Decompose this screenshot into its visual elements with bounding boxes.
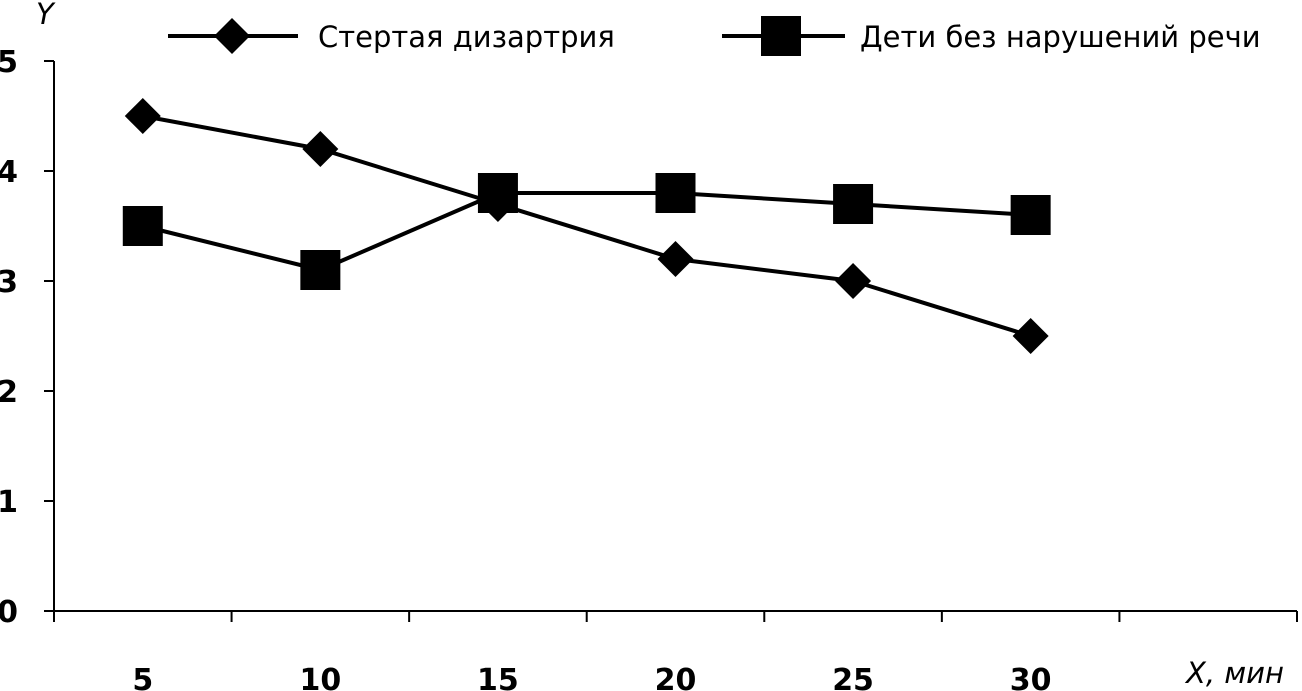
x-tick-label: 30 (1010, 663, 1052, 691)
square-point (1010, 195, 1051, 235)
diamond-point (302, 131, 339, 167)
series-line (142, 191, 1031, 273)
x-tick-label: 15 (477, 663, 519, 691)
y-tick-label: 3 (0, 265, 18, 300)
series-line (142, 114, 1032, 338)
y-tick-label: 0 (0, 595, 18, 630)
x-axis-title: X, мин (1184, 656, 1284, 690)
x-tick-label: 25 (832, 663, 874, 691)
y-tick-label: 1 (0, 485, 18, 520)
legend: Стертая дизартрия Дети без нарушений речи (168, 16, 1261, 56)
square-point (122, 206, 163, 246)
chart-axes (53, 61, 1297, 612)
legend-marker (761, 16, 801, 56)
x-tick-label: 5 (132, 663, 153, 691)
legend-item-1: Стертая дизартрия (168, 18, 615, 54)
y-axis-ticks: 0 1 2 3 4 5 (0, 45, 54, 630)
series-2 (122, 173, 1051, 290)
diamond-point (835, 263, 872, 299)
square-point (477, 173, 518, 213)
legend-label: Дети без нарушений речи (860, 20, 1261, 54)
series-layer (122, 98, 1051, 354)
y-tick-label: 2 (0, 375, 18, 410)
diamond-point (657, 241, 694, 277)
square-point (300, 250, 341, 290)
series-1 (124, 98, 1049, 354)
y-tick-label: 4 (0, 155, 18, 190)
x-axis-ticks: 5 10 15 20 25 30 (53, 611, 1298, 691)
y-axis-title: Y (36, 0, 56, 31)
legend-item-2: Дети без нарушений речи (722, 16, 1261, 56)
diamond-point (124, 98, 161, 134)
square-point (833, 184, 874, 224)
legend-label: Стертая дизартрия (318, 20, 615, 54)
square-point (655, 173, 696, 213)
legend-marker (214, 18, 250, 54)
diamond-point (1012, 318, 1049, 354)
y-tick-label: 5 (0, 45, 18, 80)
x-tick-label: 20 (655, 663, 697, 691)
x-tick-label: 10 (299, 663, 341, 691)
